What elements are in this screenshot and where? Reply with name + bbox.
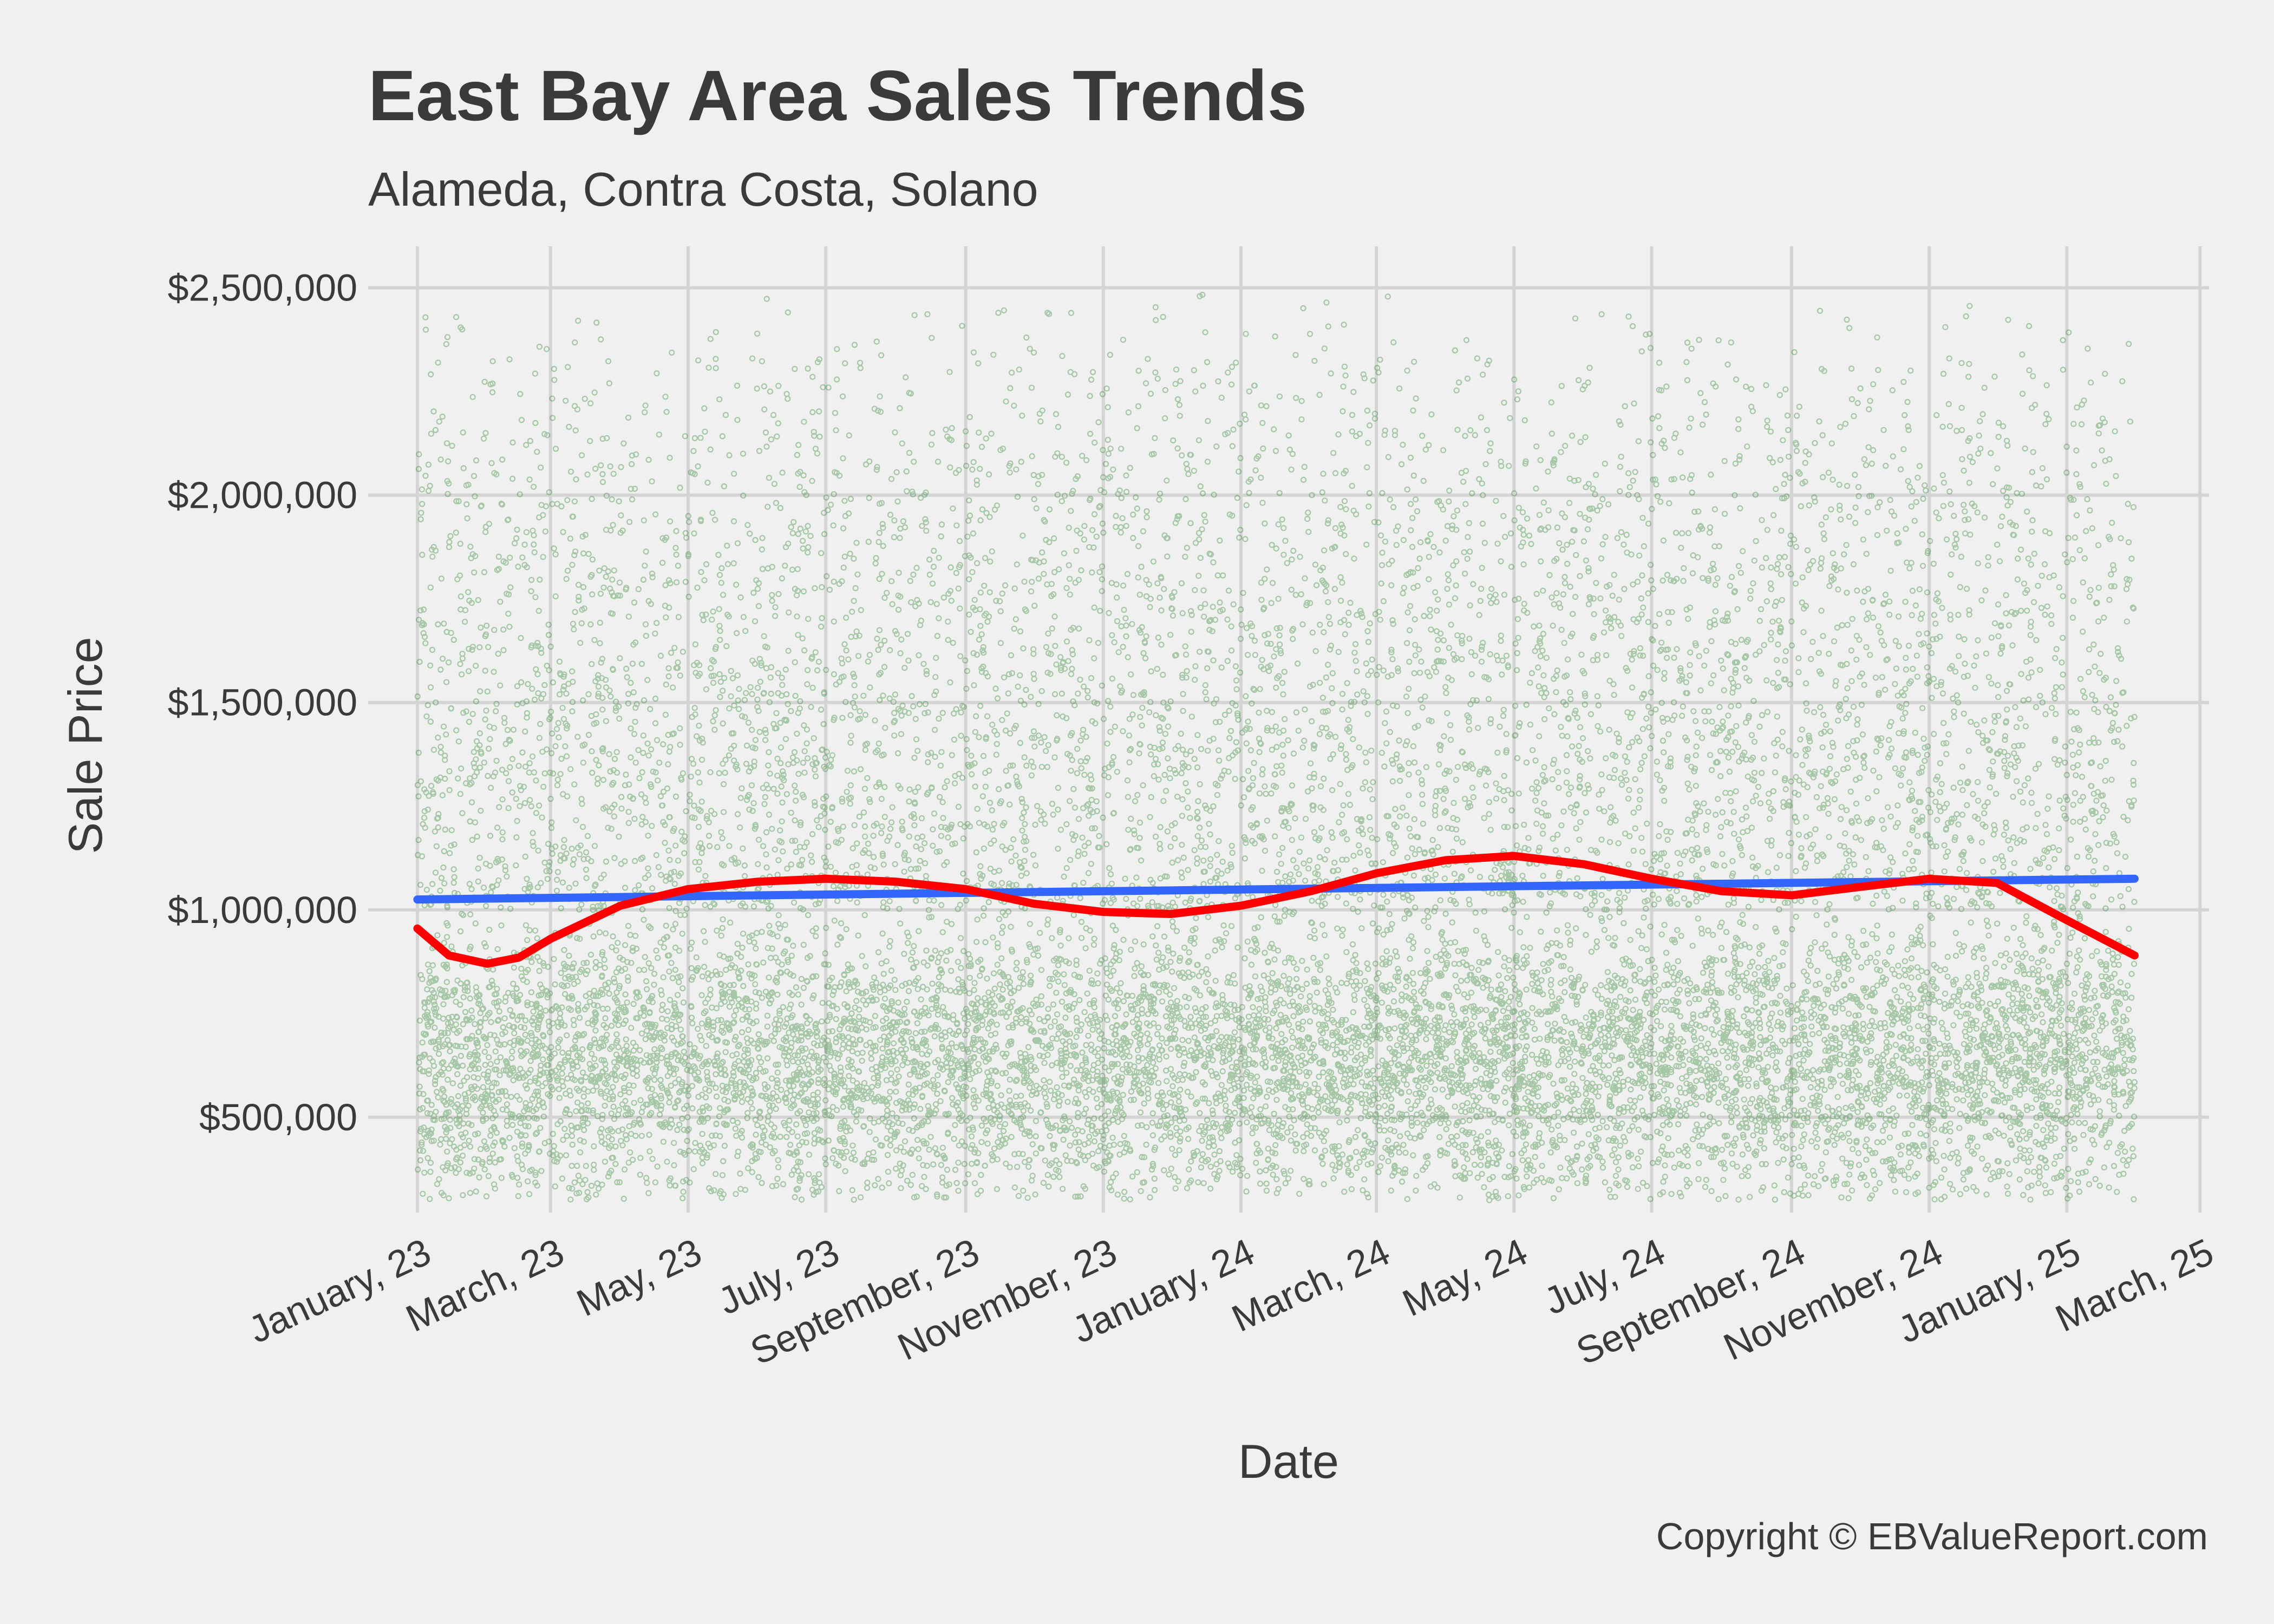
y-tick-label: $2,000,000	[168, 474, 357, 516]
chart-title: East Bay Area Sales Trends	[368, 56, 1307, 135]
y-tick-label: $2,500,000	[168, 267, 357, 309]
smooth-trend-line	[413, 852, 2139, 968]
y-axis-title: Sale Price	[58, 637, 112, 854]
y-tick-label: $1,000,000	[168, 889, 357, 931]
trend-lines	[413, 852, 2139, 968]
scatter-point-cloud	[414, 292, 2138, 1203]
chart-caption: Copyright © EBValueReport.com	[1656, 1515, 2208, 1557]
chart-subtitle: Alameda, Contra Costa, Solano	[368, 162, 1038, 216]
y-tick-label: $500,000	[199, 1096, 357, 1138]
y-tick-label: $1,500,000	[168, 682, 357, 724]
linear-trend-line	[413, 874, 2139, 904]
scatter-points	[414, 292, 2138, 1203]
grid-layer	[368, 246, 2209, 1213]
y-axis-ticks: $500,000 $1,000,000 $1,500,000 $2,000,000 $2…	[168, 267, 357, 1138]
x-axis-title: Date	[1238, 1435, 1339, 1488]
